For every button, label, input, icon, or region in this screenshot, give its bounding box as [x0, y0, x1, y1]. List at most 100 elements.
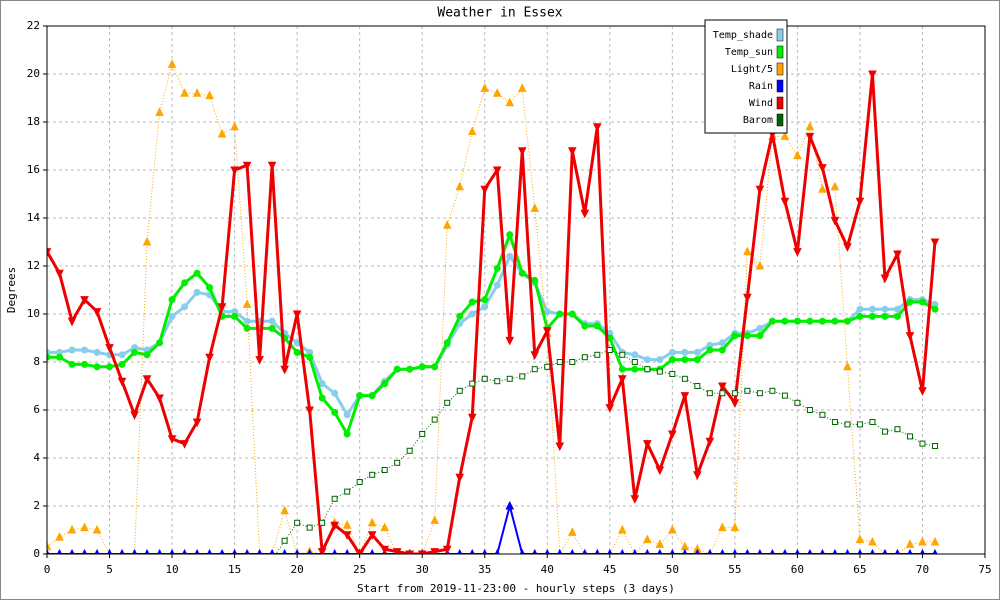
point [331, 495, 338, 502]
point [894, 426, 901, 433]
legend-swatch [776, 79, 784, 93]
point [419, 431, 426, 437]
point [656, 368, 663, 375]
point [581, 354, 588, 361]
point [442, 220, 452, 229]
point [518, 269, 526, 277]
point [893, 305, 901, 313]
point [693, 348, 701, 356]
point [556, 310, 564, 318]
x-tick-label: 70 [916, 563, 929, 576]
point [567, 527, 577, 536]
point [543, 308, 551, 316]
point [643, 356, 651, 364]
point [355, 550, 364, 554]
point [317, 548, 327, 554]
x-tick-label: 15 [228, 563, 241, 576]
point [856, 421, 863, 428]
x-tick-label: 40 [541, 563, 554, 576]
point [230, 121, 239, 131]
point [569, 359, 576, 365]
point [155, 107, 164, 116]
point [343, 430, 351, 438]
chart-title: Weather in Essex [437, 6, 562, 21]
point [344, 488, 351, 495]
point [467, 413, 477, 423]
point [630, 495, 640, 504]
point [780, 197, 790, 207]
point [180, 440, 189, 449]
point [455, 181, 465, 191]
point [706, 390, 713, 397]
point [781, 392, 788, 399]
point [156, 339, 164, 347]
point [718, 382, 727, 392]
point [292, 310, 302, 320]
point [217, 303, 227, 312]
point [418, 363, 426, 371]
point [880, 274, 890, 284]
point [881, 312, 889, 320]
axes: 0 2 4 6 8 10 12 14 16 18 20 22 0 5 10 15 20 25 30 35 40 45 50 5… [27, 19, 992, 576]
point [469, 380, 476, 387]
point [481, 375, 488, 382]
point [105, 344, 114, 353]
point [93, 363, 101, 371]
point [818, 317, 826, 325]
point [819, 411, 826, 418]
point [830, 181, 840, 191]
point [918, 536, 927, 546]
legend-label: Barom [743, 115, 773, 126]
point [556, 359, 563, 365]
point [93, 348, 101, 356]
point [206, 284, 214, 292]
point [856, 305, 864, 313]
point [231, 312, 239, 320]
x-tick-label: 10 [165, 563, 178, 576]
point [693, 471, 702, 480]
point [530, 351, 540, 360]
point [494, 378, 501, 385]
point [668, 356, 676, 364]
point [506, 231, 514, 239]
point [844, 421, 851, 428]
point [442, 545, 452, 554]
point [592, 123, 602, 132]
point [356, 479, 363, 485]
point [744, 387, 751, 394]
point [918, 298, 926, 306]
point [394, 459, 401, 466]
point [681, 375, 688, 382]
point [368, 392, 376, 400]
point [181, 279, 189, 287]
point [568, 310, 576, 318]
point [330, 521, 339, 531]
point [143, 351, 151, 359]
point [230, 166, 239, 176]
point [56, 353, 64, 361]
point [331, 408, 339, 416]
point [492, 88, 502, 97]
point [106, 363, 114, 371]
point [294, 519, 301, 526]
point [380, 522, 389, 532]
point [167, 59, 177, 68]
y-tick-label: 2 [33, 499, 40, 512]
point [918, 387, 927, 396]
y-tick-label: 4 [33, 451, 40, 464]
point [805, 132, 815, 142]
x-tick-label: 25 [353, 563, 366, 576]
point [118, 351, 126, 359]
point [542, 327, 552, 336]
point [205, 90, 214, 100]
point [756, 324, 764, 332]
point [656, 356, 664, 364]
point [869, 419, 876, 425]
point [705, 437, 715, 447]
point [193, 269, 201, 277]
point [617, 524, 627, 534]
point [480, 83, 490, 92]
point [92, 524, 102, 534]
point [305, 406, 314, 416]
